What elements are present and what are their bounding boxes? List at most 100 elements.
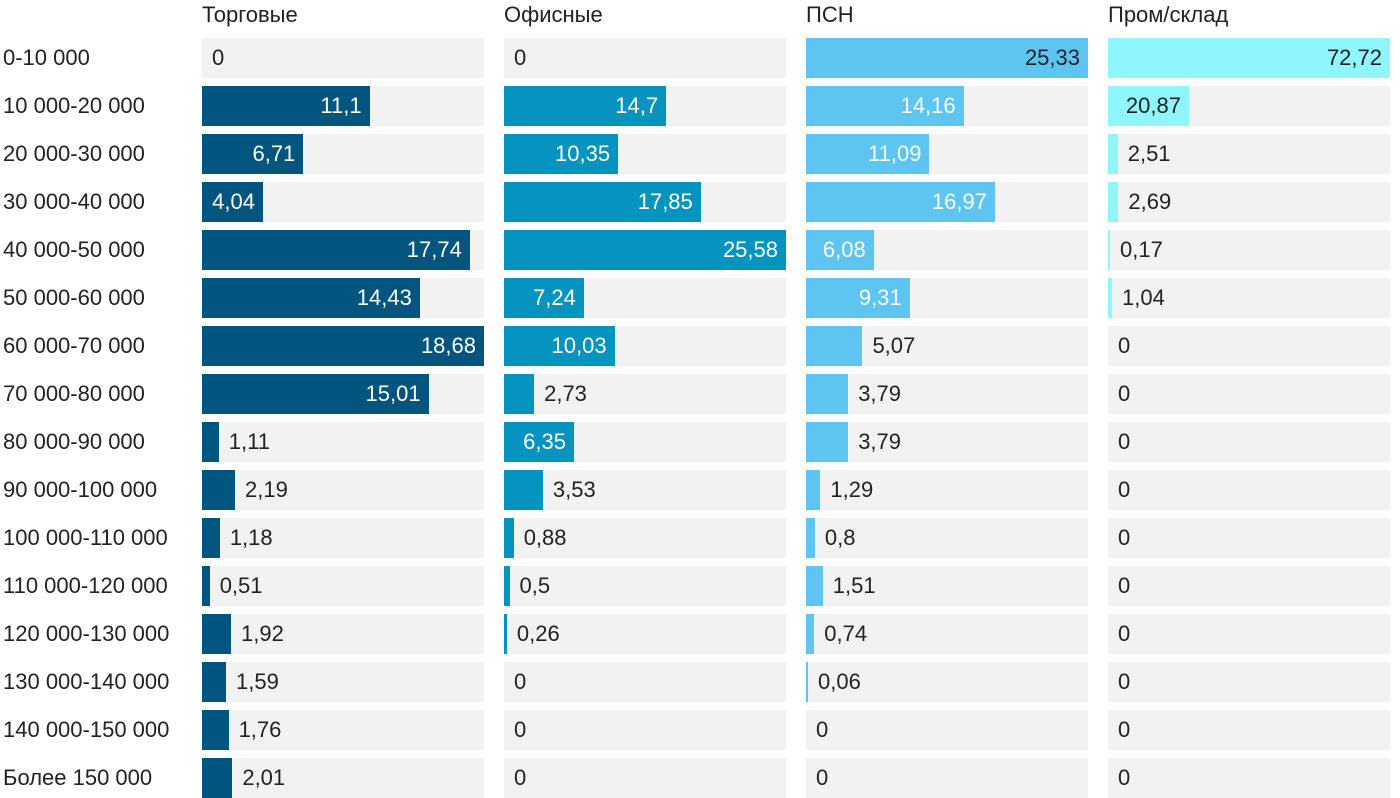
- bar: [806, 422, 849, 462]
- bar-background: 17,74: [202, 230, 484, 270]
- bar: [202, 518, 220, 558]
- bar: [504, 86, 667, 126]
- category-label: 0-10 000: [3, 45, 90, 70]
- data-label: 10,35: [555, 141, 611, 166]
- data-label: 0: [1118, 669, 1131, 694]
- bar-background: 0: [1108, 710, 1390, 750]
- bar-background: 1,92: [202, 614, 484, 654]
- data-label: 14,16: [900, 93, 956, 118]
- bar-background: 2,19: [202, 470, 484, 510]
- bar-background: 1,29: [806, 470, 1088, 510]
- bar: [806, 662, 808, 702]
- bar-background: 1,11: [202, 422, 484, 462]
- data-label: 0: [514, 45, 527, 70]
- bar-background: 0: [1108, 470, 1390, 510]
- bar-background: 5,07: [806, 326, 1088, 366]
- bar-background: 0: [1108, 374, 1390, 414]
- data-label: 0,74: [824, 621, 868, 646]
- bar: [806, 374, 849, 414]
- bar: [1108, 134, 1118, 174]
- bar-background: 3,79: [806, 422, 1088, 462]
- bar-background: 10,03: [504, 326, 786, 366]
- bar-background: 0: [1108, 422, 1390, 462]
- data-label: 0: [1118, 765, 1131, 790]
- category-label: 140 000-150 000: [3, 717, 170, 742]
- data-label: 0: [1118, 621, 1131, 646]
- data-label: 72,72: [1326, 45, 1382, 70]
- data-label: 3,79: [858, 429, 902, 454]
- panel-title: ПСН: [806, 2, 854, 27]
- bar-background: 0: [1108, 758, 1390, 798]
- bar: [202, 566, 210, 606]
- bar-background: 1,51: [806, 566, 1088, 606]
- data-label: 0: [212, 45, 225, 70]
- data-label: 17,74: [406, 237, 462, 262]
- bar: [504, 278, 584, 318]
- bar: [1108, 86, 1189, 126]
- bar-background: 2,01: [202, 758, 484, 798]
- bar: [202, 278, 420, 318]
- bar-background: 0,8: [806, 518, 1088, 558]
- bar: [806, 230, 874, 270]
- data-label: 25,33: [1024, 45, 1080, 70]
- data-label: 1,18: [229, 525, 273, 550]
- data-label: 2,69: [1128, 189, 1172, 214]
- category-label: 60 000-70 000: [3, 333, 145, 358]
- data-label: 0: [816, 765, 829, 790]
- data-label: 0: [1118, 717, 1131, 742]
- category-label: 10 000-20 000: [3, 93, 145, 118]
- bar-background: 0: [1108, 662, 1390, 702]
- data-label: 11,1: [320, 93, 362, 118]
- data-label: 2,01: [242, 765, 286, 790]
- bar-background: 9,31: [806, 278, 1088, 318]
- bar-background: 0: [806, 758, 1088, 798]
- bar-background: 6,71: [202, 134, 484, 174]
- bar-background: 0,06: [806, 662, 1088, 702]
- bar-background: 17,85: [504, 182, 786, 222]
- bar-background: 0: [504, 38, 786, 78]
- data-label: 3,79: [858, 381, 902, 406]
- bar-background: 0,26: [504, 614, 786, 654]
- data-label: 1,76: [238, 717, 282, 742]
- data-label: 1,29: [830, 477, 874, 502]
- bar: [202, 758, 233, 798]
- category-label: 70 000-80 000: [3, 381, 145, 406]
- bar: [202, 86, 370, 126]
- data-label: 16,97: [931, 189, 987, 214]
- bar: [806, 566, 823, 606]
- data-label: 0,17: [1120, 237, 1163, 262]
- data-label: 6,08: [822, 237, 866, 262]
- category-label: 120 000-130 000: [3, 621, 170, 646]
- category-label: 40 000-50 000: [3, 237, 145, 262]
- bar-background: 2,73: [504, 374, 786, 414]
- bar-background: 1,04: [1108, 278, 1390, 318]
- data-label: 1,04: [1122, 285, 1165, 310]
- data-label: 1,59: [236, 669, 279, 694]
- bar: [806, 182, 995, 222]
- bar-background: 0,74: [806, 614, 1088, 654]
- bar: [806, 134, 930, 174]
- bar-background: 0,5: [504, 566, 786, 606]
- bar-background: 0: [504, 662, 786, 702]
- bar-background: 1,59: [202, 662, 484, 702]
- data-label: 14,7: [615, 93, 659, 118]
- data-label: 1,51: [832, 573, 876, 598]
- bar-background: 2,51: [1108, 134, 1390, 174]
- category-label: 80 000-90 000: [3, 429, 145, 454]
- panel-title: Пром/склад: [1108, 2, 1229, 27]
- bar: [504, 374, 535, 414]
- category-label: 110 000-120 000: [3, 573, 168, 598]
- bar: [504, 134, 619, 174]
- bar: [806, 518, 815, 558]
- data-label: 10,03: [551, 333, 607, 358]
- data-label: 0,88: [523, 525, 567, 550]
- bar: [504, 614, 507, 654]
- bar-background: 0: [1108, 518, 1390, 558]
- bar-background: 1,76: [202, 710, 484, 750]
- data-label: 0,26: [516, 621, 560, 646]
- bar-background: 11,1: [202, 86, 484, 126]
- bar: [504, 230, 786, 270]
- data-label: 5,07: [872, 333, 916, 358]
- data-label: 0,8: [824, 525, 856, 550]
